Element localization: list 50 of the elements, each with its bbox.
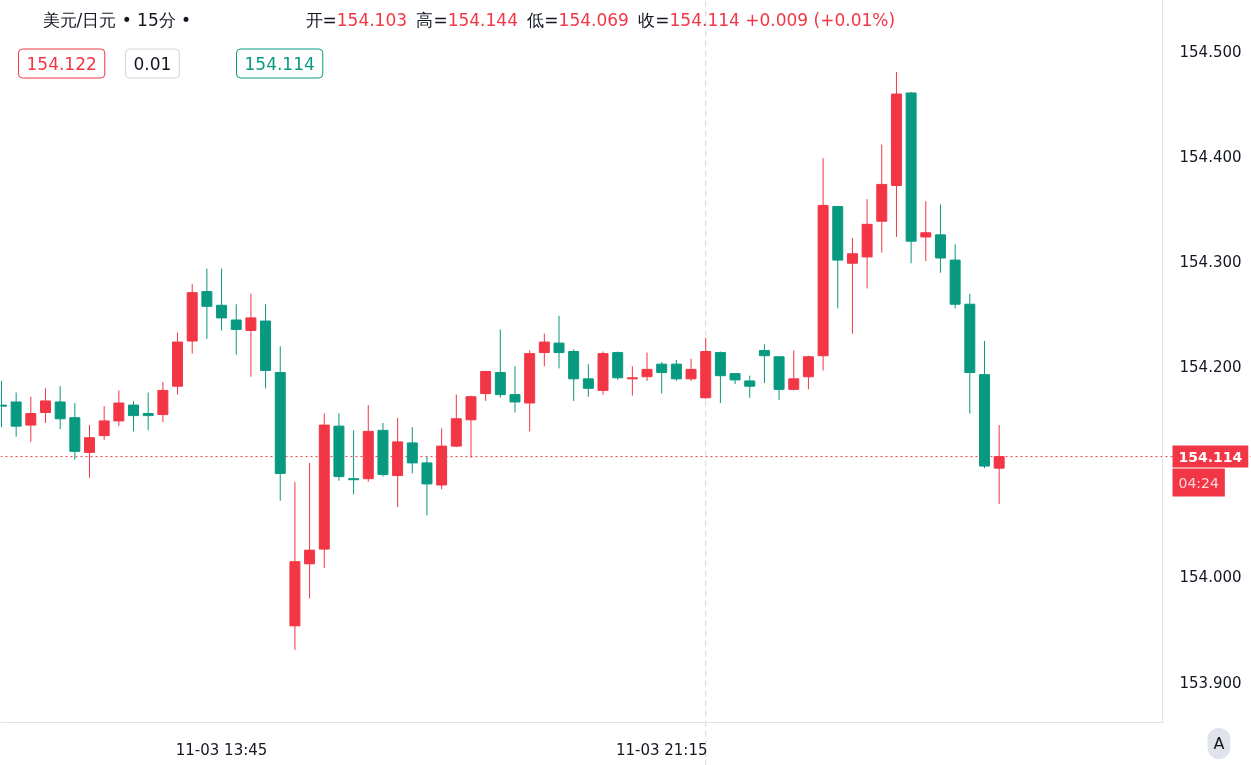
candlestick [98,405,110,441]
annotation: 0.01 [133,54,172,74]
candlestick [626,365,638,397]
y-tick-label: 154.200 [1179,358,1242,377]
annotation: 154.114 [244,54,315,74]
candlestick [553,315,565,369]
candlestick [40,387,51,424]
candlestick [920,200,932,262]
candlestick [802,355,814,390]
candlestick [685,358,697,382]
candlestick [480,370,492,402]
x-tick-label: 11-03 13:45 [175,740,268,759]
candlestick [406,426,418,474]
x-tick-label: 11-03 21:15 [615,740,708,759]
candlestick [113,389,125,427]
y-tick-label: 154.300 [1179,253,1242,272]
candlestick [744,375,756,399]
y-tick-label: 154.400 [1179,148,1242,167]
candlestick [142,392,154,431]
text: 美元/日元 • 15分 • [42,9,192,30]
y-tick-label: 153.900 [1179,673,1242,692]
y-tick-label: 154.500 [1179,42,1242,61]
text: A [1213,734,1225,753]
candlestick [230,303,242,356]
annotation: 154.122 [26,54,97,74]
candlestick [788,349,800,391]
ref-line-label: 154.114 [1178,448,1243,465]
text: 开=154.103 高=154.144 低=154.069 收=154.114 +0.009 (+0.01%) [305,9,896,30]
candlestick [348,429,360,495]
candlestick [25,396,37,443]
candlestick [128,400,140,432]
candlestick [714,351,726,404]
candlestick [421,456,433,516]
candlestick [201,267,213,340]
candlestick [846,237,858,335]
candlestick [582,363,594,398]
candlestick [216,267,228,331]
candlestick [245,293,257,378]
candlestick [509,365,521,413]
candlestick [304,462,316,599]
text: 04:24 [1178,474,1219,491]
candlestick [934,203,946,274]
y-tick-label: 154.000 [1179,568,1242,587]
candlestick [54,385,66,430]
candlestick [656,361,668,395]
candlestick [758,343,770,384]
candlestick [538,333,550,367]
candlestick [494,328,506,399]
candlestick [641,352,653,382]
candlestick [670,359,682,382]
